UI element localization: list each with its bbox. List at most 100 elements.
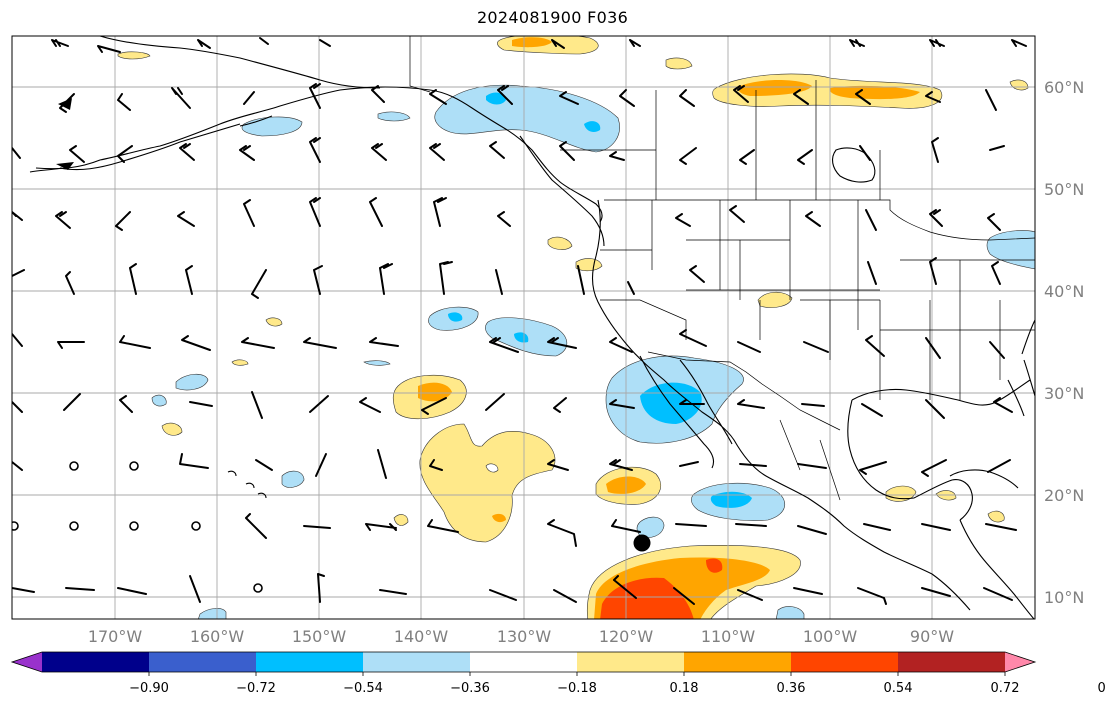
colorbar-tick-label: −0.72 bbox=[236, 681, 276, 696]
neg-anomaly-small-4 bbox=[151, 394, 167, 407]
map-title: 2024081900 F036 bbox=[476, 8, 629, 27]
colorbar-segment bbox=[898, 652, 1006, 672]
pos-anomaly-small-5 bbox=[117, 51, 151, 60]
lon-label: 160°W bbox=[190, 627, 245, 646]
border-alaska-canada bbox=[409, 36, 431, 93]
lat-label: 40°N bbox=[1044, 282, 1084, 301]
colorbar-tick-label: −0.90 bbox=[129, 681, 169, 696]
lat-label: 60°N bbox=[1044, 78, 1084, 97]
coast-baja bbox=[639, 355, 715, 469]
neg-anomaly-small-5 bbox=[363, 360, 391, 366]
pos-anomaly-small-3 bbox=[161, 422, 183, 436]
pos-anomaly-pacific-center-core bbox=[492, 513, 506, 523]
neg-anomaly-pacific-a-core bbox=[448, 312, 463, 322]
colorbar-extend-max bbox=[1005, 652, 1035, 672]
map-panel bbox=[12, 36, 1035, 619]
map-frame bbox=[11, 35, 1036, 620]
colorbar-segment bbox=[470, 652, 578, 672]
neg-anomaly-great-lakes bbox=[986, 230, 1035, 270]
coast-alaska-north bbox=[99, 36, 381, 89]
colorbar-outline bbox=[10, 651, 1037, 673]
lon-label: 130°W bbox=[497, 627, 552, 646]
neg-anomaly-small-1 bbox=[377, 111, 411, 122]
pos-anomaly-small-1 bbox=[265, 317, 283, 327]
neg-anomaly-gulf-alaska-core bbox=[486, 92, 601, 132]
colorbar-segment bbox=[577, 652, 685, 672]
lon-label: 150°W bbox=[292, 627, 347, 646]
latitude-labels: 60°N 50°N 40°N 30°N 20°N 10°N bbox=[1044, 78, 1084, 607]
colorbar-segment bbox=[684, 652, 792, 672]
lon-label: 170°W bbox=[88, 627, 143, 646]
coast-bc bbox=[519, 135, 605, 247]
coast-hudson bbox=[831, 147, 876, 183]
colorbar-tick-label: 0.72 bbox=[991, 681, 1020, 696]
colorbar-tick-label: −0.36 bbox=[450, 681, 490, 696]
colorbar-segment bbox=[256, 652, 364, 672]
lat-label: 20°N bbox=[1044, 486, 1084, 505]
border-states-1 bbox=[600, 200, 1035, 400]
coast-florida bbox=[1007, 359, 1035, 417]
border-us-canada bbox=[604, 199, 1035, 241]
border-us-mexico bbox=[647, 351, 841, 431]
coast-mexico-east bbox=[847, 399, 915, 500]
coast-aleutians bbox=[29, 115, 273, 173]
neg-anomaly-mexico-coast-core bbox=[710, 491, 752, 508]
coast-hawaii bbox=[227, 470, 267, 499]
political-borders bbox=[409, 36, 1035, 501]
coast-yucatan bbox=[913, 479, 973, 521]
colorbar-extend-min bbox=[12, 652, 42, 672]
alaska-markers bbox=[56, 98, 74, 170]
border-mexico-states bbox=[779, 419, 841, 501]
pos-anomaly-east-pacific-red bbox=[600, 558, 723, 619]
storm-center-dot bbox=[633, 534, 651, 552]
gridlines bbox=[12, 36, 1035, 619]
colorbar-tick-label: 0.36 bbox=[777, 681, 806, 696]
lat-label: 30°N bbox=[1044, 384, 1084, 403]
colorbar-segment bbox=[42, 652, 150, 672]
wind-barbs bbox=[12, 37, 1027, 605]
pos-anomaly-north-a-core bbox=[512, 37, 552, 48]
coast-central-america bbox=[959, 519, 1035, 619]
pos-anomaly-pacific-center bbox=[419, 423, 556, 543]
neg-anomaly-small-6 bbox=[775, 606, 805, 619]
coast-alaska bbox=[35, 86, 603, 223]
colorbar-tick-label: 0.54 bbox=[884, 681, 913, 696]
calm-circles bbox=[12, 461, 263, 593]
colorbar-tick-label: 0.90 bbox=[1098, 681, 1105, 696]
longitude-labels: 170°W 160°W 150°W 140°W 130°W 120°W 110°… bbox=[88, 627, 954, 646]
neg-anomaly-small-2 bbox=[175, 373, 209, 391]
colorbar-segment bbox=[149, 652, 257, 672]
lon-label: 90°W bbox=[910, 627, 954, 646]
pos-anomaly-north-b bbox=[665, 57, 693, 70]
colorbar-segment bbox=[363, 652, 471, 672]
neg-anomaly-hurricane bbox=[636, 516, 665, 538]
lon-label: 120°W bbox=[599, 627, 654, 646]
colorbar-tick-label: −0.18 bbox=[557, 681, 597, 696]
coastlines bbox=[29, 36, 1035, 619]
neg-anomaly-pacific-b-core bbox=[514, 332, 529, 343]
pos-anomaly-canada-core bbox=[738, 80, 920, 100]
pos-anomaly-small-4 bbox=[393, 514, 409, 526]
colorbar-segment bbox=[791, 652, 899, 672]
lon-label: 110°W bbox=[701, 627, 756, 646]
coast-alaska-peninsula bbox=[59, 123, 241, 171]
pos-anomaly-calif bbox=[575, 258, 603, 272]
lon-label: 140°W bbox=[394, 627, 449, 646]
colorbar: −0.90 −0.72 −0.54 −0.36 −0.18 0.18 0.36 0.54 0.7… bbox=[10, 651, 1105, 696]
pos-anomaly-subtropical-core bbox=[418, 382, 452, 402]
coast-west-us bbox=[591, 199, 971, 611]
neg-anomaly-small-3 bbox=[281, 470, 305, 488]
border-canada-prov bbox=[560, 80, 881, 200]
pos-anomaly-small-2 bbox=[231, 359, 249, 366]
coast-gulf-california bbox=[679, 359, 733, 445]
lat-label: 50°N bbox=[1044, 180, 1084, 199]
pos-anomaly-carib bbox=[987, 510, 1005, 523]
colorbar-tick-label: −0.54 bbox=[343, 681, 383, 696]
pos-anomaly-colorado bbox=[757, 291, 793, 308]
colorbar-tick-label: 0.18 bbox=[670, 681, 699, 696]
pos-anomaly-oregon bbox=[547, 236, 573, 250]
coast-gulf-mexico bbox=[851, 379, 1031, 406]
lat-label: 10°N bbox=[1044, 588, 1084, 607]
pos-anomaly-pacific-center-hole bbox=[485, 463, 499, 473]
